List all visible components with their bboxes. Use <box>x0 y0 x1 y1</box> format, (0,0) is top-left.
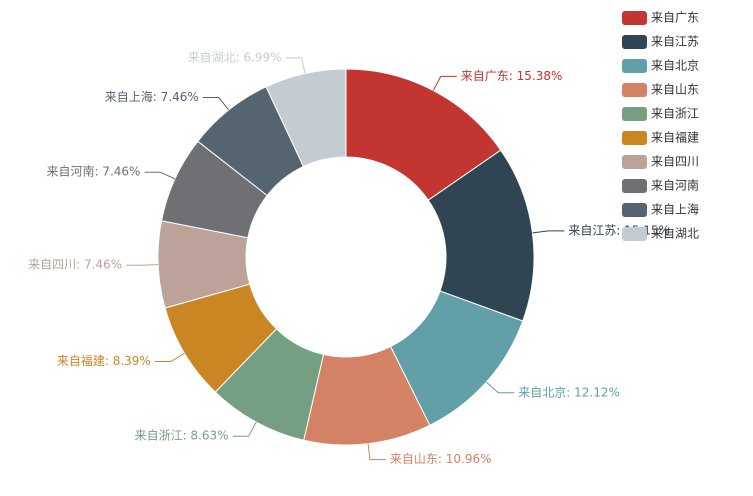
legend-label: 来自广东 <box>651 11 699 25</box>
legend-item[interactable]: 来自广东 <box>622 11 699 26</box>
data-label: 来自湖北: 6.99% <box>188 49 282 64</box>
legend-item[interactable]: 来自河南 <box>622 178 699 194</box>
legend-swatch <box>622 179 647 193</box>
legend-swatch <box>622 155 647 169</box>
legend-swatch <box>622 227 647 241</box>
legend-item[interactable]: 来自福建 <box>622 130 699 146</box>
legend-swatch <box>622 59 647 73</box>
label-line <box>485 381 515 394</box>
legend-item[interactable]: 来自浙江 <box>622 107 699 122</box>
legend-label: 来自浙江 <box>651 107 699 121</box>
label-line <box>232 421 257 437</box>
label-line <box>144 171 176 180</box>
legend-item[interactable]: 来自江苏 <box>622 35 699 50</box>
legend-item[interactable]: 来自北京 <box>622 59 699 74</box>
pie-slice <box>265 68 347 168</box>
legend-swatch <box>622 107 647 121</box>
data-label: 来自浙江: 8.63% <box>135 429 229 443</box>
legend-item[interactable]: 来自湖北 <box>622 226 699 242</box>
legend-label: 来自四川 <box>651 155 699 169</box>
legend-label: 来自福建 <box>651 130 699 145</box>
data-label: 来自福建: 8.39% <box>57 353 151 368</box>
label-line <box>202 97 230 111</box>
data-label: 来自北京: 12.12% <box>518 385 620 399</box>
legend-item[interactable]: 来自上海 <box>622 202 699 218</box>
legend-swatch <box>622 35 647 49</box>
legend-item[interactable]: 来自四川 <box>622 155 699 170</box>
legend-label: 来自山东 <box>651 83 699 97</box>
label-line <box>126 264 159 266</box>
label-line <box>154 352 185 363</box>
data-label: 来自河南: 7.46% <box>46 164 140 179</box>
legend-label: 来自江苏 <box>651 35 699 49</box>
data-label: 来自四川: 7.46% <box>28 258 122 272</box>
legend-label: 来自河南 <box>651 178 699 193</box>
legend-swatch <box>622 11 647 25</box>
legend-swatch <box>622 203 647 217</box>
data-label: 来自上海: 7.46% <box>105 89 199 104</box>
legend-label: 来自上海 <box>651 202 699 217</box>
legend-swatch <box>622 131 647 145</box>
label-line <box>285 57 306 74</box>
legend-label: 来自湖北 <box>651 226 699 241</box>
legend-label: 来自北京 <box>651 59 699 73</box>
legend-swatch <box>622 83 647 97</box>
data-label: 来自广东: 15.38% <box>461 69 563 83</box>
label-line <box>367 443 386 461</box>
label-line <box>432 75 457 91</box>
legend-item[interactable]: 来自山东 <box>622 83 699 98</box>
data-label: 来自山东: 10.96% <box>390 452 492 466</box>
label-line <box>532 230 565 234</box>
